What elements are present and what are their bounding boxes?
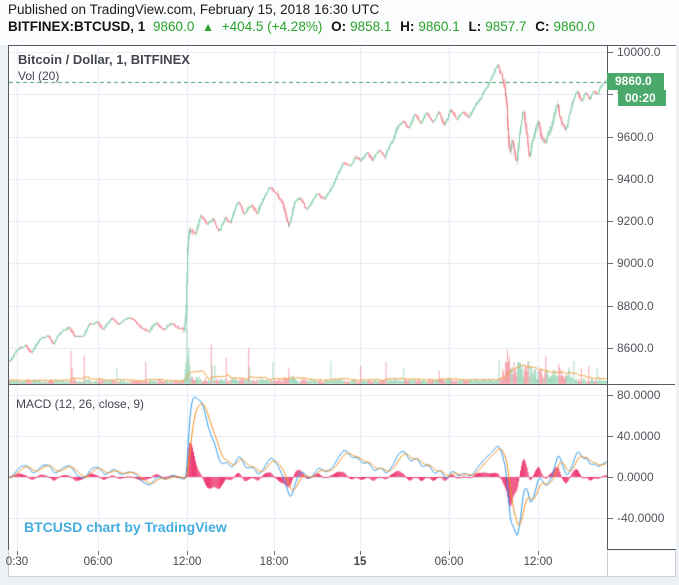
axis-tick-mark (608, 179, 613, 180)
price-macd-canvas[interactable] (9, 46, 607, 551)
open-value: 9858.1 (350, 19, 392, 34)
time-tick-mark (360, 551, 361, 555)
time-axis-label: 12:00 (172, 556, 202, 568)
axis-tick-mark (608, 137, 613, 138)
price-change: +404.5 (+4.28%) (221, 19, 323, 34)
axis-tick-mark (608, 52, 613, 53)
up-arrow-icon: ▲ (202, 20, 214, 34)
time-axis-label: 0:30 (5, 556, 29, 568)
axis-tick-mark (608, 263, 613, 264)
symbol-interval[interactable]: BITFINEX:BTCUSD, 1 (8, 19, 146, 34)
time-axis-label: 06:00 (434, 556, 464, 568)
time-tick-mark (274, 551, 275, 555)
axis-tick-mark (608, 94, 613, 95)
time-tick-mark (449, 551, 450, 555)
volume-indicator-label[interactable]: Vol (20) (18, 69, 60, 83)
close-label: C: (535, 19, 550, 34)
time-tick-mark (187, 551, 188, 555)
axis-tick-mark (608, 306, 613, 307)
price-axis-label: 8600.0 (617, 341, 654, 355)
axis-tick-mark (608, 436, 613, 437)
chart-title[interactable]: Bitcoin / Dollar, 1, BITFINEX (18, 52, 190, 67)
time-axis-label: 18:00 (259, 556, 289, 568)
axis-tick-mark (608, 395, 613, 396)
high-label: H: (400, 19, 415, 34)
macd-axis-label: -40.0000 (617, 511, 665, 525)
macd-axis-label: 0.0000 (617, 470, 654, 484)
pane-separator[interactable] (9, 384, 675, 385)
high-value: 9860.1 (418, 19, 460, 34)
axis-tick-mark (608, 221, 613, 222)
published-caption: Published on TradingView.com, February 1… (8, 2, 380, 17)
time-axis[interactable]: 0:30 06:00 12:00 18:00 15 06:00 12:00 (5, 551, 676, 577)
chart-frame: Bitcoin / Dollar, 1, BITFINEX Vol (20) M… (8, 45, 676, 551)
time-axis-label: 12:00 (523, 556, 553, 568)
bar-countdown-badge: 00:20 (618, 90, 666, 106)
price-axis-label: 10000.0 (617, 45, 661, 59)
macd-indicator-label[interactable]: MACD (12, 26, close, 9) (16, 397, 145, 411)
price-axis-label: 9200.0 (617, 214, 654, 228)
axis-tick-mark (608, 348, 613, 349)
time-axis-label: 06:00 (83, 556, 113, 568)
last-price-value: 9860.0 (153, 19, 195, 34)
price-axis[interactable]: 10000.09800.09600.09400.09200.09000.0880… (607, 45, 676, 549)
open-label: O: (331, 19, 347, 34)
axis-tick-mark (608, 477, 613, 478)
time-axis-label: 15 (353, 556, 367, 568)
time-tick-mark (98, 551, 99, 555)
price-axis-label: 9600.0 (617, 130, 654, 144)
axis-tick-mark (608, 518, 613, 519)
time-tick-mark (17, 551, 18, 555)
time-axis-corner-divider (607, 551, 608, 576)
macd-axis-label: 40.0000 (617, 429, 661, 443)
close-value: 9860.0 (553, 19, 595, 34)
price-axis-label: 9000.0 (617, 256, 654, 270)
tradingview-watermark[interactable]: BTCUSD chart by TradingView (24, 519, 227, 535)
price-axis-label: 8800.0 (617, 299, 654, 313)
ticker-legend: BITFINEX:BTCUSD, 1 9860.0 ▲ +404.5 (+4.2… (8, 19, 595, 34)
last-price-badge: 9860.0 (607, 73, 664, 90)
low-label: L: (468, 19, 482, 34)
time-tick-mark (538, 551, 539, 555)
macd-axis-label: 80.0000 (617, 388, 661, 402)
low-value: 9857.7 (485, 19, 527, 34)
chart-widget: Bitcoin / Dollar, 1, BITFINEX Vol (20) M… (0, 45, 679, 585)
price-axis-label: 9400.0 (617, 172, 654, 186)
